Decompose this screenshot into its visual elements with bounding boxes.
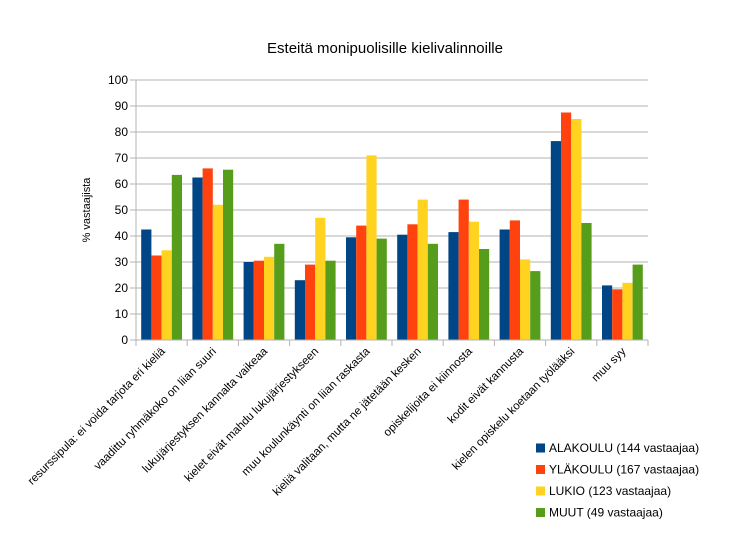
y-tick-labels: 0 10 20 30 40 50 60 70 80 90 100 — [108, 73, 128, 347]
x-tick-label: muu syy — [590, 345, 629, 384]
y-tick-label: 70 — [115, 151, 129, 165]
y-axis-label: % vastaajista — [81, 177, 93, 243]
bar-3-6 — [417, 199, 428, 340]
legend-label: MUUT (49 vastaajaa) — [549, 506, 663, 520]
bar-1-7 — [448, 232, 459, 340]
bar-2-6 — [407, 224, 418, 340]
legend-swatch — [536, 465, 545, 474]
bar-3-1 — [161, 250, 172, 340]
bar-1-3 — [243, 262, 254, 340]
bars-group — [141, 112, 643, 340]
bar-4-1 — [171, 174, 182, 340]
legend-label: YLÄKOULU (167 vastaajaa) — [549, 463, 699, 477]
bar-4-6 — [427, 243, 438, 340]
bar-4-9 — [581, 223, 592, 340]
bar-1-5 — [346, 237, 357, 340]
y-tick-label: 40 — [115, 229, 129, 243]
y-tick-label: 20 — [115, 281, 129, 295]
bar-2-10 — [612, 289, 623, 340]
bar-3-5 — [366, 155, 377, 340]
bar-4-4 — [325, 260, 336, 340]
bar-1-2 — [192, 177, 203, 340]
bar-2-8 — [509, 220, 520, 340]
y-tick-label: 10 — [115, 307, 129, 321]
bar-1-6 — [397, 234, 408, 340]
legend-label: LUKIO (123 vastaajaa) — [549, 484, 671, 498]
bar-4-5 — [376, 238, 387, 340]
legend-swatch — [536, 486, 545, 496]
bar-4-2 — [223, 169, 234, 340]
legend-swatch — [536, 508, 545, 517]
bar-4-8 — [530, 271, 541, 340]
bar-3-8 — [520, 259, 531, 340]
bar-1-10 — [602, 285, 613, 340]
y-tick-label: 90 — [115, 99, 129, 113]
bar-2-4 — [305, 264, 316, 340]
y-tick-label: 0 — [121, 333, 128, 347]
legend-swatch — [536, 443, 545, 453]
y-tick-label: 50 — [115, 203, 129, 217]
bar-1-1 — [141, 229, 152, 340]
bar-4-7 — [479, 249, 490, 340]
x-tick-label: opiskelijoita ei kiinnosta — [381, 345, 475, 439]
axes — [135, 80, 649, 346]
bar-2-1 — [151, 255, 162, 340]
bar-2-3 — [253, 260, 264, 340]
y-tick-label: 100 — [108, 73, 128, 87]
bar-3-10 — [622, 282, 633, 340]
bar-3-3 — [264, 256, 275, 340]
bar-4-10 — [632, 264, 643, 340]
bar-2-9 — [561, 112, 572, 340]
bar-3-7 — [468, 221, 479, 340]
bar-2-7 — [458, 199, 469, 340]
bar-3-2 — [212, 204, 223, 340]
bar-2-5 — [356, 225, 367, 340]
bar-3-9 — [571, 119, 582, 340]
bar-1-8 — [499, 229, 510, 340]
y-tick-label: 80 — [115, 125, 129, 139]
x-tick-labels: resurssipula: ei voida tarjota eri kieli… — [26, 345, 629, 498]
bar-1-4 — [294, 280, 305, 340]
bar-2-2 — [202, 168, 213, 340]
legend-label: ALAKOULU (144 vastaajaa) — [549, 441, 699, 455]
y-tick-label: 60 — [115, 177, 129, 191]
y-tick-label: 30 — [115, 255, 129, 269]
bar-1-9 — [550, 141, 561, 340]
bar-4-3 — [274, 243, 285, 340]
bar-3-4 — [315, 217, 326, 340]
legend: ALAKOULU (144 vastaajaa) YLÄKOULU (167 va… — [536, 441, 699, 520]
chart-title: Esteitä monipuolisille kielivalinnoille — [267, 40, 503, 57]
